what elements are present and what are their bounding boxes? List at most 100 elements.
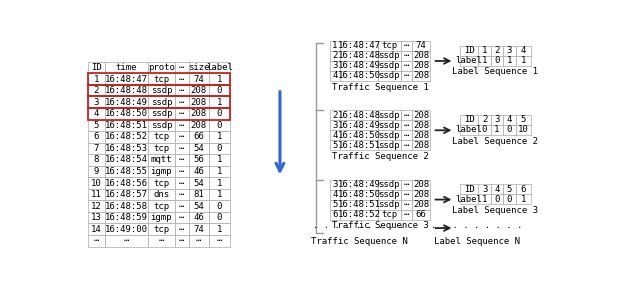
Text: 46: 46 (193, 167, 204, 176)
Bar (148, 73, 175, 85)
Text: 10: 10 (518, 125, 529, 134)
Text: ssdp: ssdp (378, 190, 400, 199)
Bar (340, 190, 378, 200)
Bar (88, 108, 105, 119)
Bar (88, 85, 230, 96)
Bar (412, 51, 430, 61)
Bar (88, 85, 105, 96)
Text: 3: 3 (332, 121, 338, 130)
Bar (175, 96, 189, 108)
Text: igmp: igmp (150, 213, 172, 222)
Text: 1: 1 (332, 41, 338, 50)
Text: tcp: tcp (154, 225, 170, 234)
Text: 2: 2 (93, 86, 99, 95)
Text: 4: 4 (93, 109, 99, 118)
Bar (88, 131, 105, 143)
Text: 16:48:50: 16:48:50 (337, 72, 381, 81)
Bar (401, 110, 412, 120)
Text: ID: ID (463, 185, 474, 194)
Bar (330, 200, 340, 210)
Text: 16:48:49: 16:48:49 (337, 61, 381, 70)
Bar (330, 190, 340, 200)
Bar (516, 115, 531, 125)
Text: 1: 1 (520, 56, 526, 65)
Bar (175, 177, 189, 189)
Bar (105, 131, 148, 143)
Bar (412, 71, 430, 81)
Bar (340, 130, 378, 140)
Text: ⋯: ⋯ (217, 236, 222, 245)
Text: ID: ID (463, 46, 474, 55)
Text: ⋯: ⋯ (179, 63, 184, 72)
Bar (189, 166, 209, 177)
Text: ⋯: ⋯ (179, 202, 184, 211)
Text: 1: 1 (520, 195, 526, 204)
Bar (189, 224, 209, 235)
Text: 16:48:50: 16:48:50 (337, 131, 381, 140)
Bar (401, 210, 412, 220)
Bar (516, 125, 531, 135)
Text: 3: 3 (507, 46, 512, 55)
Text: ⋯: ⋯ (179, 109, 184, 118)
Text: 2: 2 (332, 52, 338, 61)
Text: time: time (116, 63, 137, 72)
Bar (105, 189, 148, 200)
Text: ⋯: ⋯ (179, 179, 184, 188)
Bar (503, 194, 516, 204)
Text: ⋯: ⋯ (179, 132, 184, 141)
Bar (478, 194, 491, 204)
Bar (148, 154, 175, 166)
Bar (460, 46, 478, 56)
Bar (340, 120, 378, 130)
Text: 16:48:54: 16:48:54 (105, 155, 148, 164)
Text: 208: 208 (413, 72, 429, 81)
Bar (491, 56, 503, 66)
Bar (491, 125, 503, 135)
Text: ⋯: ⋯ (404, 52, 409, 61)
Text: 1: 1 (217, 132, 222, 141)
Text: 5: 5 (507, 185, 512, 194)
Text: ⋯: ⋯ (179, 167, 184, 176)
Text: 2: 2 (494, 46, 500, 55)
Bar (209, 189, 230, 200)
Bar (148, 212, 175, 224)
Bar (209, 235, 230, 246)
Text: 0: 0 (507, 195, 512, 204)
Text: 12: 12 (91, 202, 102, 211)
Bar (189, 235, 209, 246)
Bar (175, 235, 189, 246)
Bar (401, 61, 412, 71)
Bar (401, 71, 412, 81)
Text: ssdp: ssdp (150, 86, 172, 95)
Text: 1: 1 (217, 179, 222, 188)
Text: ssdp: ssdp (378, 121, 400, 130)
Bar (88, 212, 105, 224)
Text: tcp: tcp (381, 41, 397, 50)
Text: tcp: tcp (154, 179, 170, 188)
Bar (330, 120, 340, 130)
Bar (209, 73, 230, 85)
Bar (460, 125, 478, 135)
Text: ssdp: ssdp (378, 180, 400, 189)
Bar (491, 46, 503, 56)
Text: 208: 208 (413, 121, 429, 130)
Text: 3: 3 (332, 61, 338, 70)
Bar (88, 224, 105, 235)
Bar (401, 200, 412, 210)
Text: 5: 5 (332, 200, 338, 209)
Bar (478, 56, 491, 66)
Text: ssdp: ssdp (378, 72, 400, 81)
Bar (209, 85, 230, 96)
Bar (401, 51, 412, 61)
Bar (412, 210, 430, 220)
Bar (105, 212, 148, 224)
Text: 7: 7 (93, 144, 99, 153)
Bar (209, 154, 230, 166)
Text: ssdp: ssdp (378, 52, 400, 61)
Bar (412, 61, 430, 71)
Text: 6: 6 (93, 132, 99, 141)
Bar (478, 115, 491, 125)
Text: Traffic Sequence 1: Traffic Sequence 1 (332, 83, 428, 92)
Text: ⋯: ⋯ (404, 190, 409, 199)
Bar (189, 212, 209, 224)
